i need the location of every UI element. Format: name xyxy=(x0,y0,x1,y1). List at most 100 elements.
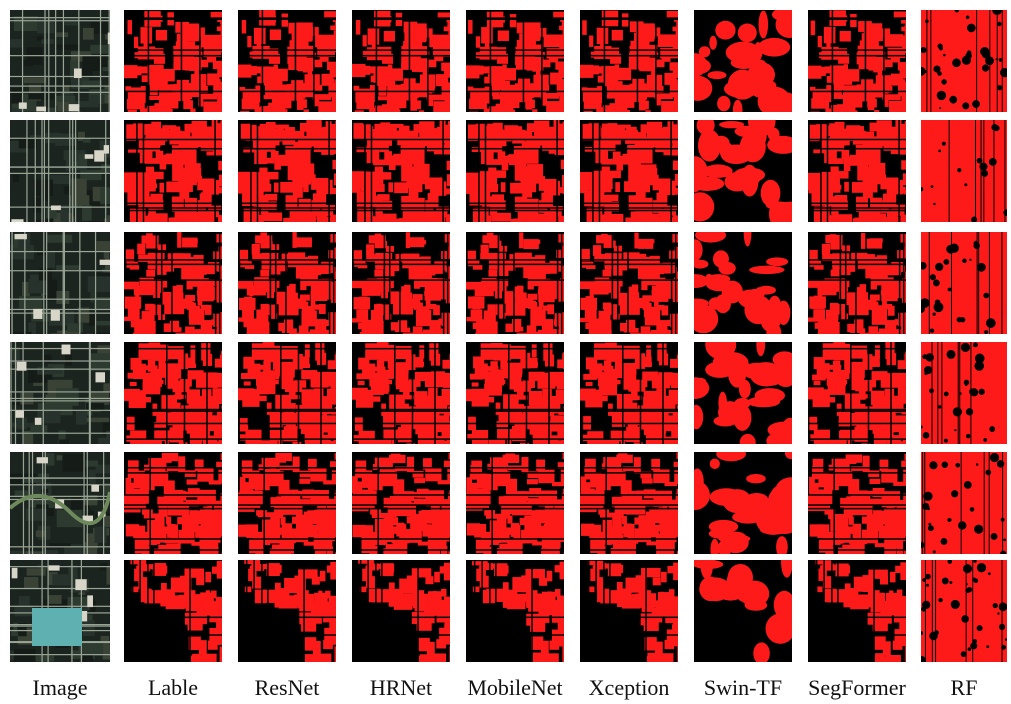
parcel xyxy=(428,98,433,106)
parcel xyxy=(901,215,918,230)
parcel xyxy=(391,454,401,463)
village xyxy=(37,457,48,463)
parcel xyxy=(330,625,344,642)
parcel xyxy=(521,575,532,592)
parcel xyxy=(511,381,527,386)
speck xyxy=(979,389,985,395)
parcel xyxy=(450,325,461,341)
parcel xyxy=(255,86,260,103)
parcel xyxy=(178,456,185,473)
road xyxy=(238,55,336,57)
parcel xyxy=(142,311,154,327)
parcel xyxy=(670,596,686,608)
road xyxy=(580,504,678,506)
parcel xyxy=(484,510,495,516)
road xyxy=(474,560,476,662)
road xyxy=(238,617,336,619)
parcel xyxy=(639,93,646,111)
parcel xyxy=(355,110,364,117)
parcel xyxy=(905,430,915,445)
parcel xyxy=(262,212,282,221)
parcel xyxy=(256,510,267,516)
parcel xyxy=(488,168,496,179)
parcel xyxy=(543,510,547,514)
parcel xyxy=(391,589,403,602)
parcel xyxy=(564,204,582,217)
parcel xyxy=(358,424,362,429)
road xyxy=(132,560,134,662)
parcel xyxy=(906,80,917,89)
field xyxy=(11,108,19,113)
speck xyxy=(980,47,989,56)
parcel xyxy=(484,310,496,326)
speck xyxy=(966,408,973,415)
field xyxy=(107,444,126,450)
village xyxy=(87,595,93,607)
parcel xyxy=(430,181,446,195)
parcel xyxy=(368,28,380,44)
parcel xyxy=(553,618,560,622)
parcel xyxy=(245,587,252,593)
parcel xyxy=(521,457,528,474)
blob xyxy=(723,531,749,553)
village xyxy=(33,309,42,319)
tile xyxy=(466,342,580,456)
parcel xyxy=(677,217,697,234)
road xyxy=(124,148,222,150)
parcel xyxy=(590,396,607,401)
road xyxy=(375,560,377,662)
tile xyxy=(124,560,238,669)
parcel xyxy=(583,435,593,441)
speck xyxy=(924,366,932,374)
parcel xyxy=(336,351,348,368)
road xyxy=(491,452,493,554)
parcel xyxy=(499,534,509,543)
line xyxy=(981,120,982,222)
parcel xyxy=(844,182,849,192)
parcel xyxy=(666,618,673,622)
road xyxy=(100,10,101,112)
parcel xyxy=(890,572,896,583)
line xyxy=(922,452,923,554)
parcel xyxy=(871,28,890,37)
field xyxy=(107,215,121,224)
parcel xyxy=(139,197,146,202)
parcel xyxy=(379,281,394,288)
parcel xyxy=(135,539,149,553)
parcel xyxy=(220,278,234,284)
speck xyxy=(929,461,937,469)
parcel xyxy=(604,241,616,248)
road xyxy=(10,433,110,434)
parcel xyxy=(200,510,204,514)
parcel xyxy=(287,184,300,189)
speck xyxy=(957,168,961,172)
road xyxy=(87,452,88,554)
road xyxy=(78,10,79,112)
parcel xyxy=(590,539,604,553)
parcel xyxy=(299,605,312,611)
tile xyxy=(919,120,1010,223)
blob xyxy=(699,577,721,601)
parcel xyxy=(274,183,279,193)
road xyxy=(808,279,906,281)
field xyxy=(35,220,45,225)
line xyxy=(989,10,990,112)
line xyxy=(949,120,950,222)
blob xyxy=(689,305,719,334)
speck xyxy=(923,70,926,73)
speck xyxy=(944,439,948,443)
tile xyxy=(466,452,583,569)
parcel xyxy=(321,151,334,155)
parcel xyxy=(335,276,344,292)
village xyxy=(11,219,23,228)
parcel xyxy=(852,110,857,121)
parcel xyxy=(619,588,631,601)
field xyxy=(15,490,31,496)
field xyxy=(96,321,121,326)
parcel xyxy=(270,412,282,424)
field xyxy=(79,641,104,656)
parcel xyxy=(522,158,532,163)
parcel xyxy=(612,463,617,470)
parcel xyxy=(659,181,675,195)
parcel xyxy=(206,590,210,601)
